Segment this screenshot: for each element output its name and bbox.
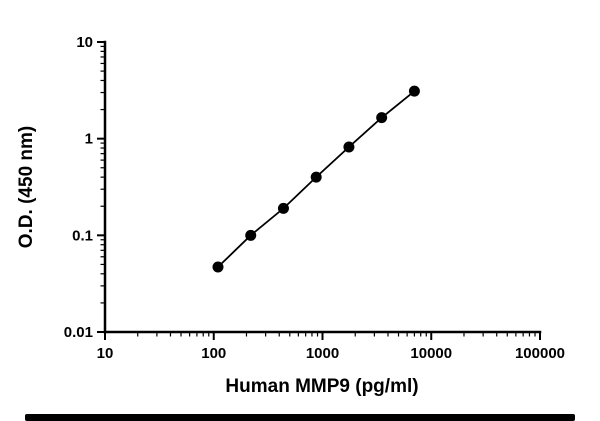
axes-layer <box>103 40 542 334</box>
data-point <box>343 141 355 153</box>
x-tick-label: 100000 <box>515 345 565 362</box>
data-point <box>310 171 322 183</box>
footer-bar <box>25 414 575 421</box>
data-point <box>376 112 388 124</box>
x-tick-label: 10 <box>97 345 114 362</box>
x-tick-label: 1000 <box>306 345 339 362</box>
x-axis-title: Human MMP9 (pg/ml) <box>225 376 418 397</box>
x-tick-label: 100 <box>201 345 226 362</box>
data-point <box>408 85 420 97</box>
data-point <box>277 202 289 214</box>
data-series-layer <box>212 85 420 273</box>
y-tick-label: 0.1 <box>72 227 93 244</box>
ticks-layer <box>97 41 541 340</box>
data-point <box>245 229 257 241</box>
data-point <box>212 261 224 273</box>
y-axis-title: O.D. (450 nm) <box>16 126 37 248</box>
tick-labels-layer: 10 100 1000 10000 100000 0.01 0.1 1 10 <box>64 34 565 362</box>
x-tick-label: 10000 <box>410 345 452 362</box>
y-tick-label: 1 <box>85 131 93 148</box>
y-tick-label: 0.01 <box>64 324 93 341</box>
y-tick-label: 10 <box>76 34 93 51</box>
